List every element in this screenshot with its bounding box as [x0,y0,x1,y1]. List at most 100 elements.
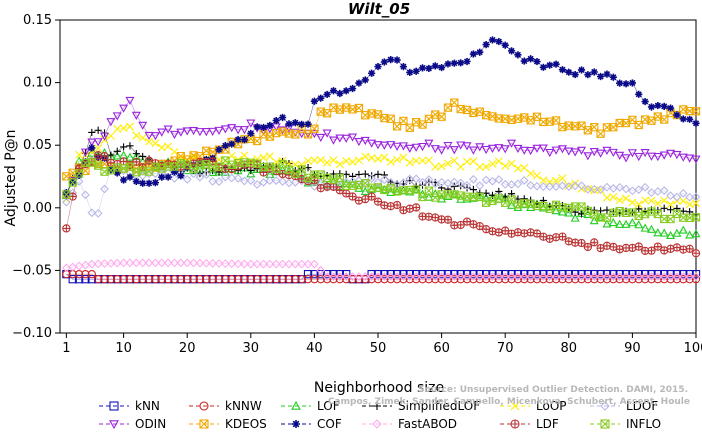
data-point [322,109,332,118]
data-point [208,163,217,172]
data-point [628,270,637,279]
data-point [627,218,637,227]
data-point [469,185,477,194]
data-point [360,272,370,282]
data-point [348,275,357,284]
data-point [564,203,573,213]
data-point [215,146,223,154]
data-point [335,275,344,284]
data-point [62,190,71,199]
data-point [93,259,103,269]
data-point [513,272,523,282]
data-point [475,163,484,171]
series-line [66,39,697,193]
series-fastabod [61,258,701,282]
data-point [278,275,287,284]
data-point [609,73,617,81]
data-point [80,148,90,157]
data-point [367,139,377,148]
data-point [297,275,306,284]
data-point [539,275,548,284]
data-point [132,168,141,177]
data-point [615,118,624,128]
data-point [608,148,618,157]
data-point [259,168,268,177]
data-point [265,176,275,185]
data-point [113,147,121,155]
data-point [526,272,536,282]
data-point [437,190,446,199]
data-point [615,275,624,284]
data-point [106,118,116,127]
data-point [666,200,675,209]
data-point [182,174,192,184]
data-point [386,157,395,166]
data-point [481,145,491,155]
data-point [182,127,192,136]
data-point [589,148,599,157]
data-point [406,68,414,77]
data-point [335,272,345,282]
data-point [672,270,682,279]
data-point [75,169,84,178]
data-point [176,159,185,168]
data-point [640,275,650,284]
data-point [372,419,382,429]
data-point [437,275,446,284]
data-point [74,275,84,284]
data-point [533,57,541,66]
data-point [513,179,523,189]
data-point [354,103,363,112]
x-tick-label: 70 [497,341,514,356]
data-point [481,272,491,282]
y-tick-label: 0.05 [23,138,52,153]
data-point [552,60,560,68]
data-point [564,182,574,191]
data-point [298,120,306,128]
data-point [113,124,122,133]
data-point [292,420,300,428]
data-point [551,206,561,215]
data-point [405,144,415,153]
data-point [495,228,503,236]
data-point [81,275,90,284]
data-point [195,275,205,284]
data-point [138,166,147,175]
watermark-line-2: Campos, Zimek, Sander, Campello, Micenko… [328,397,690,407]
data-point [367,183,376,192]
data-point [342,189,350,197]
data-point [672,275,682,284]
data-point [628,198,637,207]
data-point [81,190,90,200]
data-point [183,275,192,284]
data-point [412,270,421,279]
data-point [577,202,586,211]
data-point [551,116,561,125]
data-point [685,272,695,282]
data-point [600,419,610,429]
data-point [278,177,287,186]
data-point [691,192,701,202]
data-point [392,122,402,131]
data-point [220,125,230,134]
data-point [170,275,179,284]
data-point [570,181,580,191]
data-point [379,141,389,150]
data-point [557,145,567,154]
data-point [608,217,618,227]
data-point [176,258,186,268]
data-point [418,120,427,129]
data-point [443,159,452,168]
data-point [81,158,90,168]
data-point [469,270,478,279]
data-point [412,185,421,194]
legend-item-knnw: kNNW [189,399,262,413]
data-point [367,174,377,183]
data-point [214,162,224,171]
data-point [565,237,573,245]
data-point [93,138,103,147]
data-point [527,55,535,63]
legend-item-cof: COF [281,417,342,431]
data-point [272,164,281,173]
data-point [106,259,116,268]
